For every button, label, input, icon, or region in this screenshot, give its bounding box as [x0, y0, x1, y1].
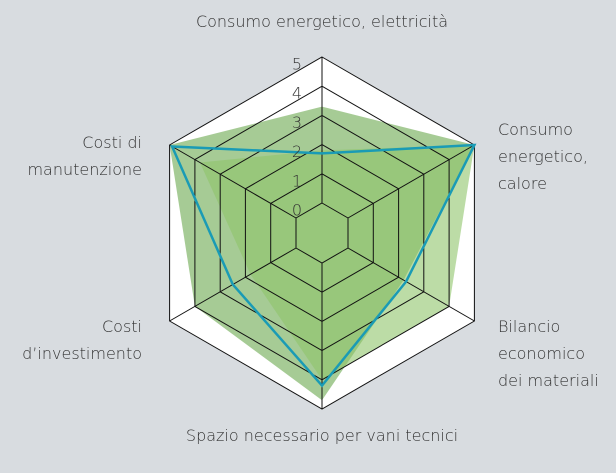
axis-label-line: energetico,	[498, 147, 588, 166]
r-tick-label: 5	[292, 55, 302, 74]
axis-label-line: Consumo energetico, elettricità	[196, 12, 448, 31]
axis-label: Spazio necessario per vani tecnici	[186, 426, 458, 445]
axis-label-line: manutenzione	[27, 160, 142, 179]
axis-label: Costi di manutenzione	[27, 133, 142, 179]
radar-area	[199, 145, 475, 380]
spoke	[169, 144, 297, 219]
axis-label-line: dei materiali	[498, 371, 599, 390]
axis-label-line: Spazio necessario per vani tecnici	[186, 426, 458, 445]
axis-label-line: Costi	[102, 317, 142, 336]
spoke	[347, 144, 475, 219]
axis-label-line: d’investimento	[22, 344, 142, 363]
axis-label-line: calore	[498, 174, 547, 193]
r-tick-label: 3	[292, 113, 302, 132]
axis-label: Consumo energetico, elettricità	[196, 12, 448, 31]
axis-label: Consumo energetico, calore	[498, 120, 588, 193]
axis-label-line: Costi di	[82, 133, 142, 152]
r-tick-label: 4	[292, 84, 302, 103]
axis-label-line: economico	[498, 344, 585, 363]
radar-line	[170, 143, 477, 388]
axis-label-line: Consumo	[498, 120, 573, 139]
spoke	[347, 247, 475, 322]
axis-label-line: Bilancio	[498, 317, 560, 336]
axis-label: Bilancio economico dei materiali	[498, 317, 599, 390]
r-tick-label: 0	[292, 201, 302, 220]
r-tick-label: 1	[292, 171, 302, 190]
axis-label: Costi d’investimento	[22, 317, 142, 363]
r-tick-label: 2	[292, 142, 302, 161]
